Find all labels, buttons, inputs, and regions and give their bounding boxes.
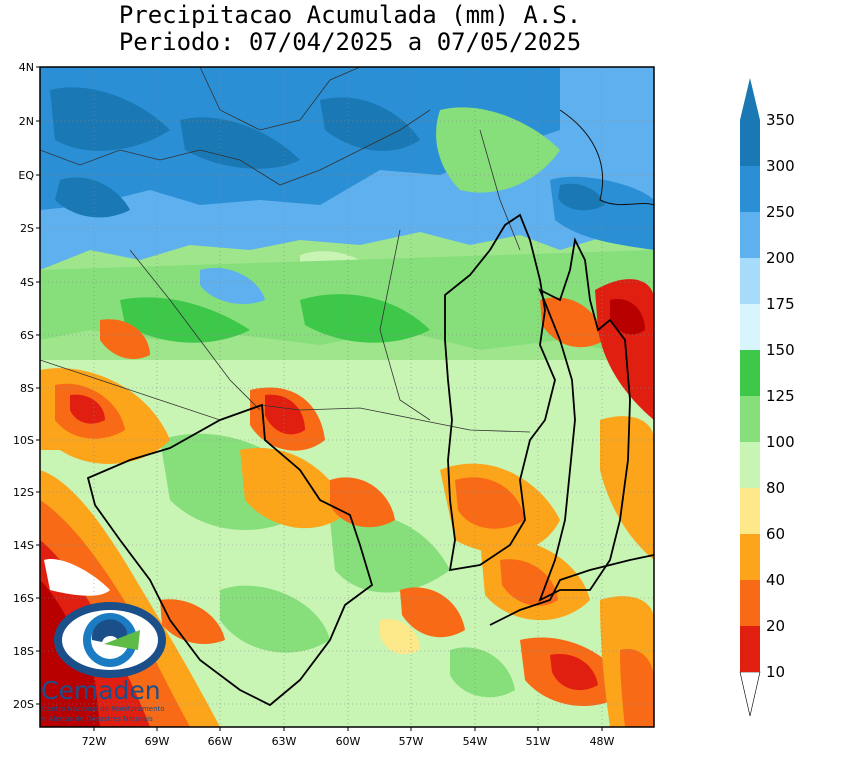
colorbar-label: 125 (766, 387, 795, 405)
lat-tick-label: 20S (13, 698, 34, 711)
logo-subtitle-2: e Alertas de Desastres Naturais (42, 715, 153, 723)
lat-tick-label: 18S (13, 645, 34, 658)
colorbar-swatch (740, 626, 760, 672)
lon-tick-label: 57W (399, 735, 424, 748)
logo-name: Cemaden (41, 676, 161, 705)
colorbar-top-arrow (740, 78, 760, 120)
lon-tick-label: 60W (336, 735, 361, 748)
lat-tick-label: 12S (13, 486, 34, 499)
colorbar-label: 175 (766, 295, 795, 313)
map-frame (39, 66, 655, 728)
colorbar-label: 250 (766, 203, 795, 221)
colorbar-label: 60 (766, 525, 785, 543)
colorbar-swatch (740, 350, 760, 396)
colorbar-label: 350 (766, 111, 795, 129)
map-title: Precipitacao Acumulada (mm) A.S. (118, 1, 582, 29)
border-lines (40, 67, 531, 433)
colorbar: 350 300 250 200 175 150 125 100 80 60 40 20 10 (739, 78, 795, 717)
lat-tick-label: 6S (20, 329, 34, 342)
precipitation-field (40, 67, 654, 727)
colorbar-swatch (740, 212, 760, 258)
colorbar-swatch (740, 166, 760, 212)
lat-tick-label: 10S (13, 434, 34, 447)
colorbar-swatch (740, 396, 760, 442)
colorbar-swatch (740, 534, 760, 580)
colorbar-label: 20 (766, 617, 785, 635)
colorbar-label: 40 (766, 571, 785, 589)
colorbar-swatch (740, 304, 760, 350)
lon-tick-label: 63W (272, 735, 297, 748)
lat-tick-label: EQ (18, 169, 34, 182)
colorbar-label: 150 (766, 341, 795, 359)
colorbar-label: 10 (766, 663, 785, 681)
lat-tick-label: 2N (19, 115, 34, 128)
longitude-axis: 72W 69W 66W 63W 60W 57W 54W 51W 48W (82, 727, 615, 748)
colorbar-label: 100 (766, 433, 795, 451)
colorbar-swatch (740, 442, 760, 488)
colorbar-label: 200 (766, 249, 795, 267)
lat-tick-label: 14S (13, 539, 34, 552)
lon-tick-label: 51W (526, 735, 551, 748)
colorbar-label: 300 (766, 157, 795, 175)
lat-tick-label: 4S (20, 276, 34, 289)
colorbar-swatch (740, 120, 760, 166)
colorbar-label: 80 (766, 479, 785, 497)
map-period: Periodo: 07/04/2025 a 07/05/2025 (118, 28, 582, 56)
lat-tick-label: 16S (13, 592, 34, 605)
latitude-axis: 4N 2N EQ 2S 4S 6S 8S 10S 12S 14S 16S 18S… (13, 61, 40, 711)
lat-tick-label: 8S (20, 382, 34, 395)
colorbar-swatch (740, 580, 760, 626)
cemaden-logo: Cemaden Centro Nacional de Monitoramento… (41, 602, 166, 723)
lon-tick-label: 66W (208, 735, 233, 748)
lon-tick-label: 69W (145, 735, 170, 748)
colorbar-swatch (740, 488, 760, 534)
lat-tick-label: 2S (20, 222, 34, 235)
logo-subtitle-1: Centro Nacional de Monitoramento (42, 705, 165, 713)
lon-tick-label: 72W (82, 735, 107, 748)
lon-tick-label: 54W (463, 735, 488, 748)
lat-tick-label: 4N (19, 61, 34, 74)
colorbar-bottom-arrow (739, 671, 761, 717)
lon-tick-label: 48W (590, 735, 615, 748)
colorbar-swatch (740, 258, 760, 304)
region-borders (86, 213, 654, 707)
